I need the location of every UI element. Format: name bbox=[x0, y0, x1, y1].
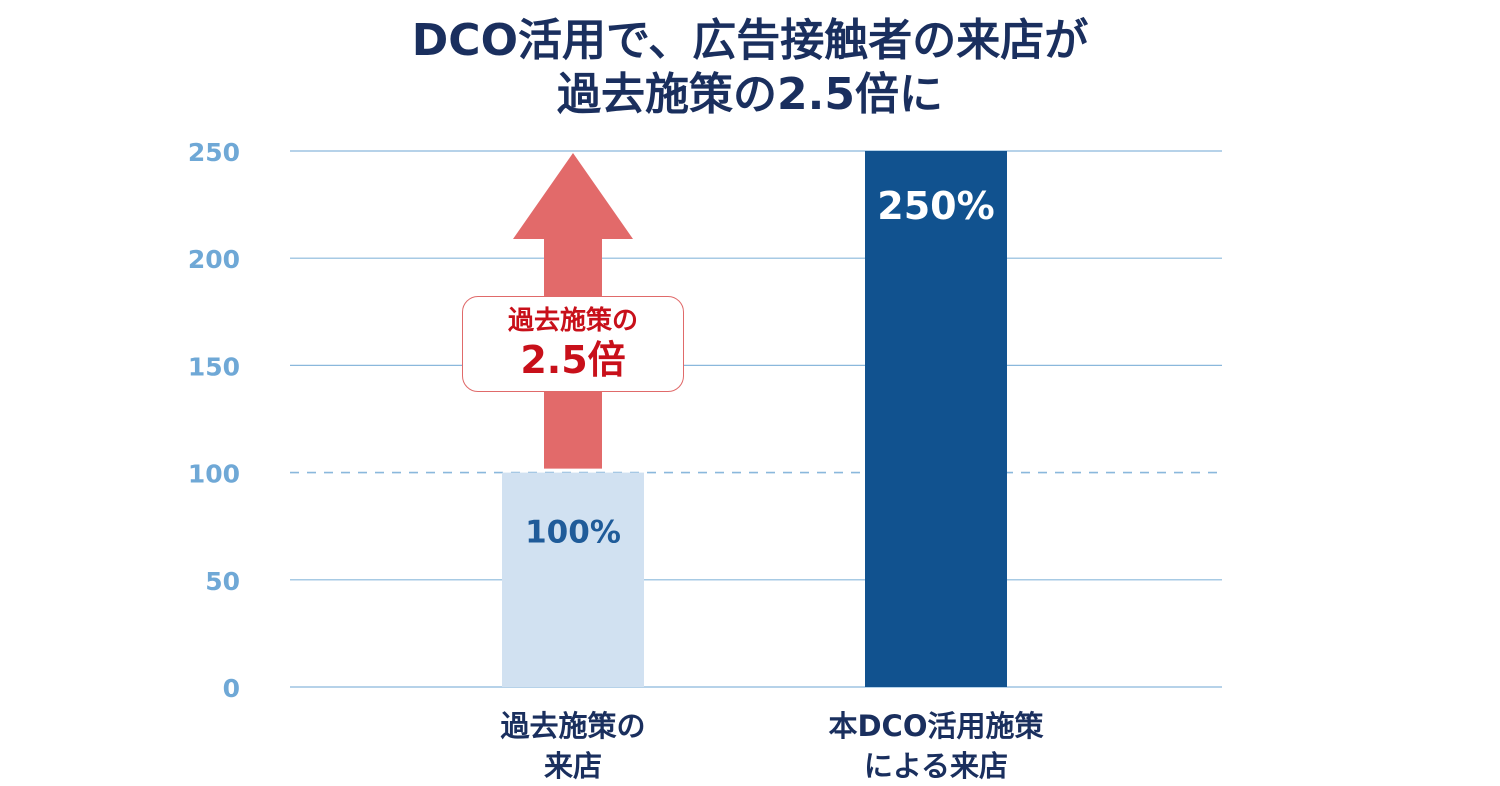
x-category-label-dco-line1: 本DCO活用施策 bbox=[828, 709, 1044, 743]
multiplier-callout-value: 2.5倍 bbox=[520, 338, 626, 382]
bar-past-label: 100% bbox=[525, 515, 621, 551]
y-tick-label-100: 100 bbox=[188, 460, 240, 489]
bar-dco bbox=[865, 151, 1007, 687]
y-tick-label-50: 50 bbox=[205, 567, 240, 596]
bar-dco-label: 250% bbox=[877, 184, 994, 228]
x-category-label-past-line2: 来店 bbox=[543, 749, 602, 783]
multiplier-callout: 過去施策の 2.5倍 bbox=[462, 296, 684, 392]
multiplier-callout-line1: 過去施策の bbox=[507, 306, 638, 336]
y-tick-label-0: 0 bbox=[223, 674, 240, 703]
y-tick-label-250: 250 bbox=[188, 138, 240, 167]
x-category-label-dco: 本DCO活用施策 による来店 bbox=[786, 706, 1086, 786]
x-category-label-past-line1: 過去施策の bbox=[500, 709, 646, 743]
bar-past bbox=[502, 472, 644, 687]
chart-title-line2: 過去施策の2.5倍に bbox=[557, 69, 943, 120]
x-category-label-past: 過去施策の 来店 bbox=[423, 706, 723, 786]
y-tick-label-200: 200 bbox=[188, 245, 240, 274]
y-tick-label-150: 150 bbox=[188, 352, 240, 381]
x-category-label-dco-line2: による来店 bbox=[863, 749, 1009, 783]
chart-title-line1: DCO活用で、広告接触者の来店が bbox=[411, 15, 1089, 66]
chart-title: DCO活用で、広告接触者の来店が 過去施策の2.5倍に bbox=[0, 14, 1500, 122]
